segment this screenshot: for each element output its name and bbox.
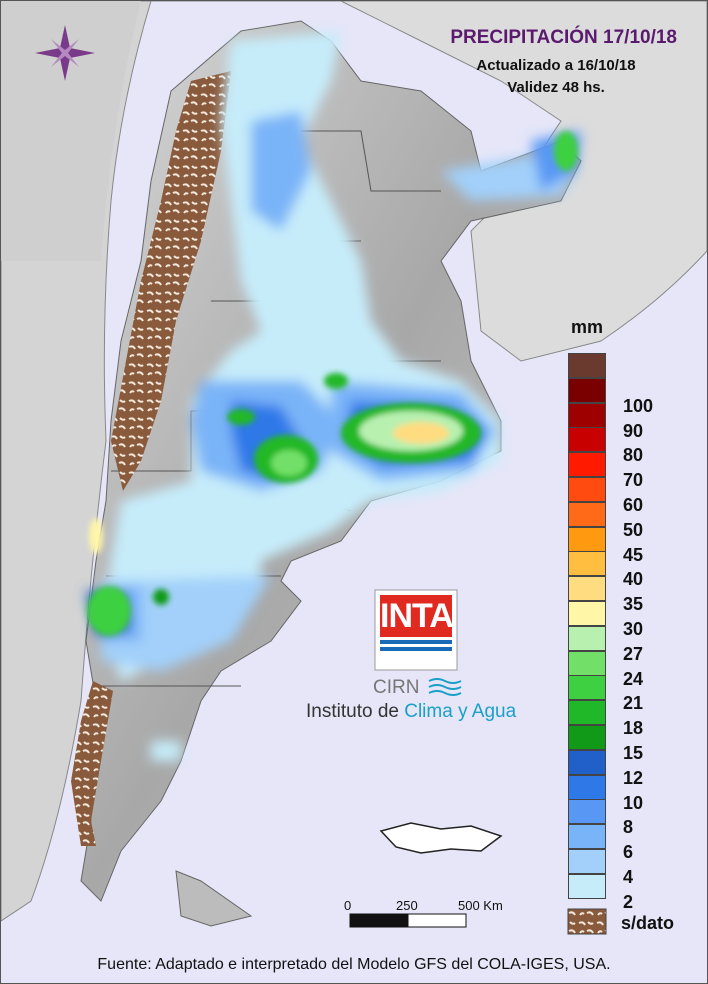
legend-swatch — [568, 452, 606, 478]
cirn-text: CIRN — [373, 677, 420, 698]
precipitation-cores — [87, 131, 578, 636]
no-data-swatch — [567, 908, 607, 935]
legend-label: 27 — [623, 643, 644, 664]
inta-brand-text: INTA — [380, 597, 454, 635]
legend-swatch — [568, 824, 606, 850]
legend-label: 35 — [623, 594, 644, 615]
validity-label: Validez 48 hs. — [507, 79, 605, 96]
legend-label: 50 — [623, 519, 644, 540]
scale-label-0: 0 — [344, 898, 352, 913]
legend-swatch — [568, 849, 606, 874]
legend-swatch — [568, 625, 606, 651]
legend-label: 80 — [623, 445, 644, 466]
legend-swatch — [568, 725, 606, 750]
neighbor-land — [1, 1, 707, 922]
legend-label: 8 — [623, 817, 634, 838]
malvinas-islands — [379, 822, 503, 854]
legend-swatch — [568, 353, 606, 378]
scale-bar — [349, 913, 467, 928]
wave-icon — [428, 678, 462, 696]
source-footer: Fuente: Adaptado e interpretado del Mode… — [97, 956, 611, 973]
legend-swatch — [568, 551, 606, 577]
legend-swatch — [568, 377, 606, 403]
legend-label: 12 — [623, 767, 644, 788]
inta-logo — [374, 589, 458, 671]
scale-label-500: 500 Km — [458, 898, 503, 913]
no-data-label: s/dato — [621, 913, 675, 933]
legend-label: 21 — [623, 693, 644, 714]
legend-label: 90 — [623, 420, 644, 441]
legend-swatch — [568, 576, 606, 602]
no-data-andes — [111, 71, 231, 491]
institute-highlight: Clima y Agua — [404, 701, 517, 722]
legend-label: 30 — [623, 619, 644, 639]
legend-label: 6 — [623, 842, 634, 863]
legend-swatch — [568, 799, 606, 825]
legend-swatch — [568, 700, 606, 726]
legend-swatch — [568, 675, 606, 701]
legend-label: 10 — [623, 792, 644, 813]
tierra-del-fuego — [175, 870, 253, 927]
legend-label: 60 — [623, 495, 644, 515]
no-data-south — [71, 681, 113, 846]
legend-label: 24 — [623, 668, 644, 689]
map-title: PRECIPITACIÓN 17/10/18 — [450, 27, 677, 48]
legend-label: 2 — [623, 891, 634, 912]
legend-label: 40 — [623, 569, 644, 590]
institute-name: Instituto de Clima y Agua — [306, 701, 516, 723]
institute-prefix: Instituto de — [306, 701, 405, 722]
legend-unit: mm — [571, 317, 604, 337]
legend-swatch — [568, 402, 606, 428]
compass-rose-icon — [35, 25, 95, 81]
legend-swatch — [568, 477, 606, 502]
legend-swatch — [568, 526, 606, 552]
updated-label: Actualizado a 16/10/18 — [476, 57, 636, 74]
legend-swatch — [568, 501, 606, 527]
legend-label: 45 — [623, 544, 644, 565]
legend-swatch — [568, 774, 606, 800]
legend-label: 15 — [623, 743, 644, 763]
legend-label: 70 — [623, 470, 644, 491]
legend-label: 18 — [623, 718, 644, 739]
legend-label: 4 — [623, 867, 634, 887]
legend-label: 100 — [623, 395, 654, 416]
scale-label-250: 250 — [396, 898, 418, 913]
legend-swatch — [568, 650, 606, 676]
legend-swatch — [568, 749, 606, 775]
legend-swatch — [568, 427, 606, 453]
legend-swatch — [568, 601, 606, 626]
legend-swatch — [568, 873, 606, 899]
